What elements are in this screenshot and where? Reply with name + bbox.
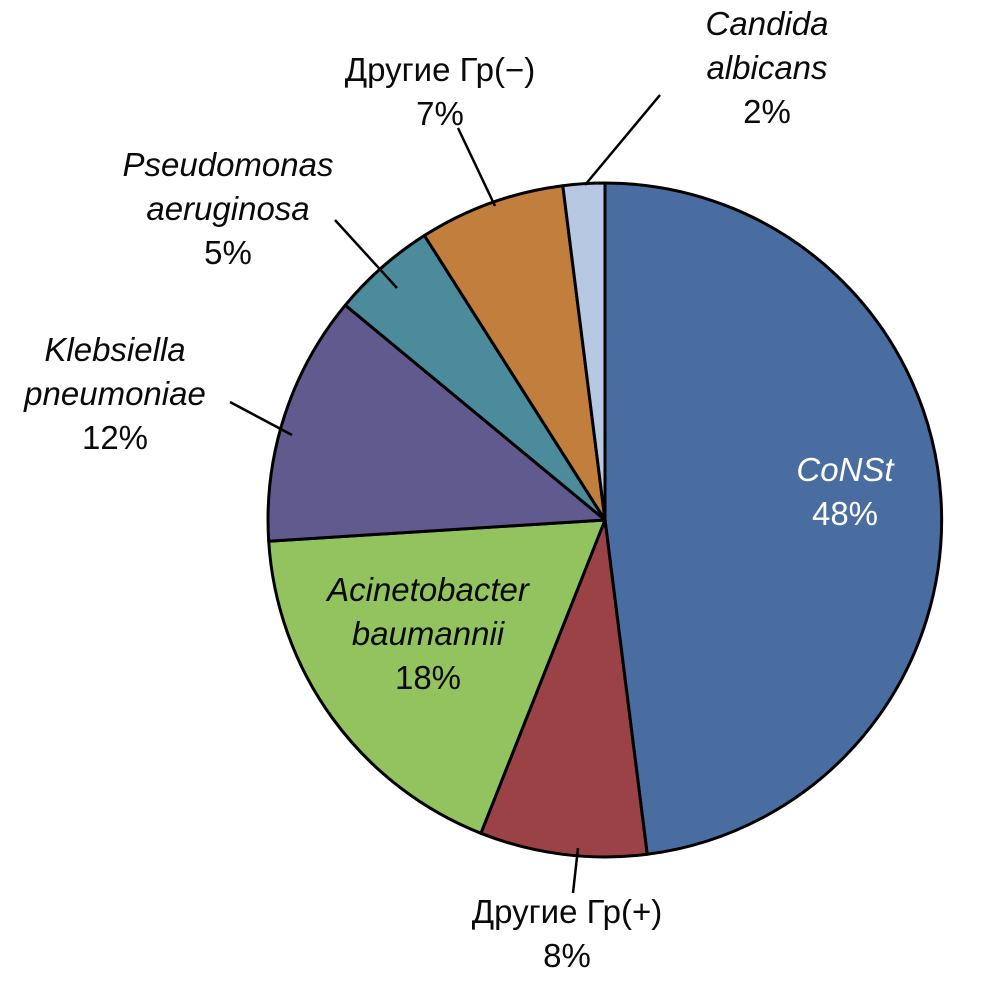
leader-line-drugie-gr-minus (456, 127, 497, 207)
pie-slice-1 (479, 518, 649, 859)
pie-slice-5 (422, 184, 607, 522)
label-percent: 5% (204, 234, 252, 271)
pie-slice-2 (267, 518, 607, 835)
leader-line-candida-albicans (584, 94, 661, 186)
label-percent: 2% (743, 93, 791, 130)
pie-slice-6 (561, 181, 607, 522)
leader-line-drugie-gr-plus (571, 847, 580, 894)
label-acinetobacter-baumannii: Acinetobacter baumannii 18% (327, 568, 529, 700)
label-name-line: baumannii (351, 615, 505, 652)
label-name-line: Acinetobacter (327, 571, 529, 608)
label-percent: 12% (81, 419, 149, 456)
label-name-line: Другие Гр(−) (344, 51, 536, 88)
label-klebsiella-pneumoniae: Klebsiella pneumoniae 12% (24, 328, 206, 460)
label-percent: 8% (543, 937, 591, 974)
label-name-line: albicans (706, 49, 828, 86)
label-const: CoNSt 48% (796, 448, 893, 536)
label-name-line: Pseudomonas (122, 146, 334, 183)
pie-slices (266, 181, 944, 859)
label-drugie-gr-minus: Другие Гр(−) 7% (345, 48, 535, 136)
label-name-line: Candida (705, 5, 829, 42)
pie-slice-0 (603, 181, 944, 856)
label-candida-albicans: Candida albicans 2% (706, 2, 829, 134)
leader-line-klebsiella-pneumoniae (229, 400, 293, 437)
label-percent: 7% (416, 95, 464, 132)
pie-slice-3 (266, 303, 607, 543)
leader-line-pseudomonas-aeruginosa (334, 219, 398, 289)
label-name-line: aeruginosa (146, 190, 310, 227)
label-percent: 48% (811, 495, 879, 532)
leader-lines (229, 94, 661, 894)
label-name-line: CoNSt (796, 451, 894, 488)
label-name-line: Другие Гр(+) (471, 893, 663, 930)
label-name-line: pneumoniae (24, 375, 206, 412)
label-name-line: Klebsiella (44, 331, 186, 368)
label-drugie-gr-plus: Другие Гр(+) 8% (472, 890, 662, 978)
label-percent: 18% (394, 659, 462, 696)
label-pseudomonas-aeruginosa: Pseudomonas aeruginosa 5% (123, 143, 334, 275)
